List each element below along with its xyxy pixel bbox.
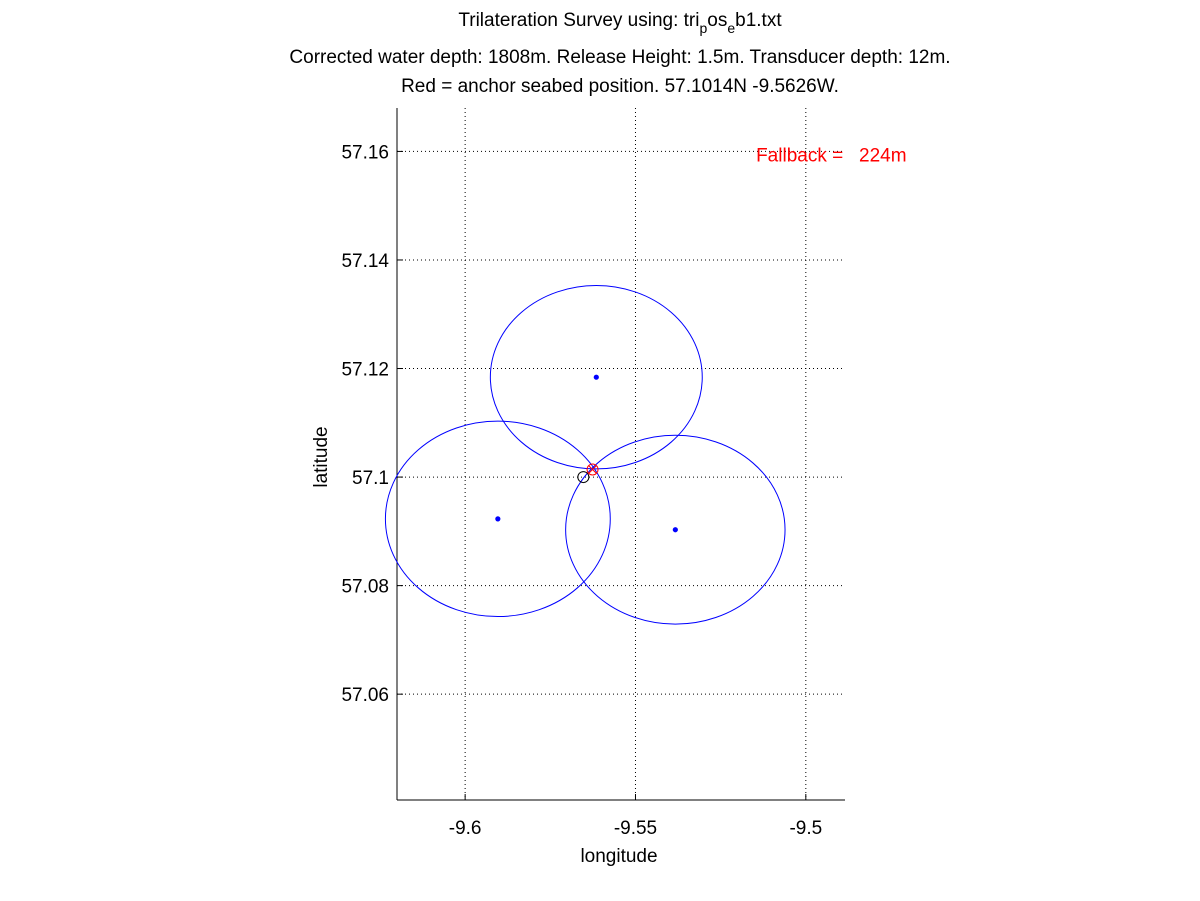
grid-lines xyxy=(397,108,845,800)
range-circle-0 xyxy=(489,284,703,470)
chart-title-line-2: Corrected water depth: 1808m. Release He… xyxy=(289,47,950,68)
range-circle-1 xyxy=(384,420,611,618)
data-marks xyxy=(384,284,786,625)
tick-labels: -9.6 -9.55 -9.5 57.06 57.08 57.1 57.12 57.14 57.… xyxy=(341,142,822,839)
x-tick-label-0: -9.6 xyxy=(449,818,482,839)
y-tick-label-3: 57.12 xyxy=(341,360,389,381)
survey-point-0 xyxy=(593,374,599,380)
anchor-cross-b xyxy=(588,465,597,474)
annotation-fallback: Fallback = 224m xyxy=(756,146,907,167)
x-tick-label-1: -9.55 xyxy=(614,818,657,839)
x-axis-label: longitude xyxy=(580,846,657,867)
y-tick-label-2: 57.1 xyxy=(352,468,389,489)
survey-point-2 xyxy=(672,527,678,533)
y-axis-label: latitude xyxy=(311,426,332,487)
y-tick-label-5: 57.16 xyxy=(341,142,389,163)
x-tick-label-2: -9.5 xyxy=(789,818,822,839)
chart-title-line-1: Trilateration Survey using: triposeb1.tx… xyxy=(458,10,782,36)
survey-point-1 xyxy=(495,516,501,522)
y-tick-label-0: 57.06 xyxy=(341,685,389,706)
anchor-position-marker xyxy=(586,463,599,476)
release-position-marker xyxy=(577,471,590,484)
axes xyxy=(396,108,845,801)
range-circle-2 xyxy=(565,434,786,625)
y-tick-label-1: 57.08 xyxy=(341,577,389,598)
chart-title-line-3: Red = anchor seabed position. 57.1014N -… xyxy=(401,76,839,97)
y-tick-label-4: 57.14 xyxy=(341,251,389,272)
